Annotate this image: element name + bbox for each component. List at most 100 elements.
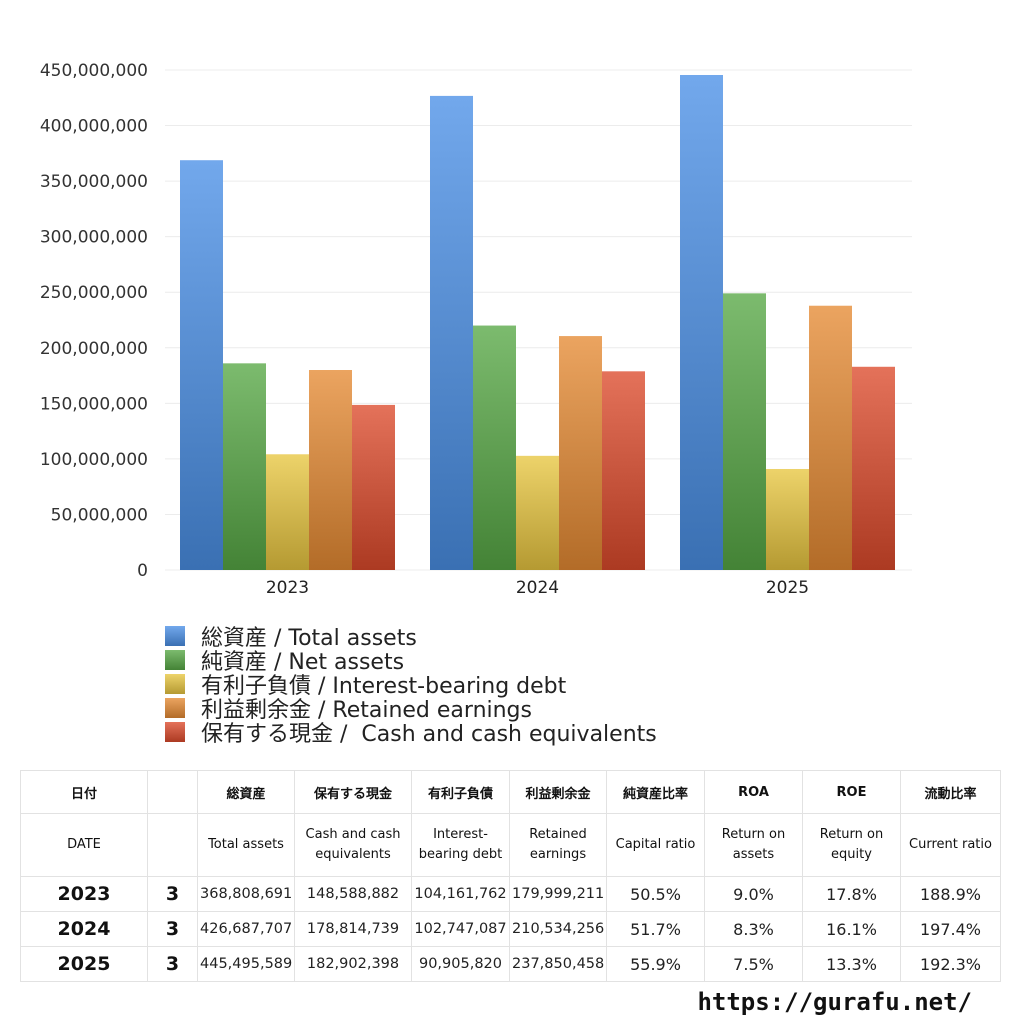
- bar: [473, 325, 516, 570]
- bars: [180, 75, 895, 571]
- table-header-en: DATE Total assets Cash and cash equivale…: [20, 813, 1001, 877]
- table-cell: 13.3%: [802, 946, 901, 982]
- y-tick-label: 450,000,000: [40, 61, 148, 81]
- header-cell: Retained earnings: [509, 813, 607, 877]
- bar: [516, 455, 559, 570]
- header-cell: Current ratio: [900, 813, 1001, 877]
- y-tick-label: 150,000,000: [40, 394, 148, 414]
- table-cell: 148,588,882: [294, 876, 412, 912]
- y-tick-label: 300,000,000: [40, 228, 148, 248]
- bar: [430, 95, 473, 570]
- header-cell: 利益剰余金: [509, 770, 607, 814]
- table-header-jp: 日付 総資産 保有する現金 有利子負債 利益剰余金 純資産比率 ROA ROE …: [20, 770, 1001, 814]
- x-tick-label: 2025: [766, 578, 809, 598]
- y-axis-ticks: 0 50,000,000 100,000,000 150,000,000 200,000…: [40, 61, 148, 581]
- header-cell: ROE: [802, 770, 901, 814]
- bar: [852, 366, 895, 570]
- legend-item: 保有する現金 / Cash and cash equivalents: [165, 720, 657, 747]
- table-cell: 3: [147, 876, 198, 912]
- y-tick-label: 50,000,000: [51, 505, 148, 525]
- y-tick-label: 400,000,000: [40, 117, 148, 137]
- table-cell: 210,534,256: [509, 911, 607, 947]
- table-row: 2025 3 445,495,589 182,902,398 90,905,82…: [20, 946, 1001, 982]
- table-cell: 445,495,589: [197, 946, 295, 982]
- header-cell: 総資産: [197, 770, 295, 814]
- table-cell: 8.3%: [704, 911, 803, 947]
- x-axis-ticks: 2023 2024 2025: [266, 578, 809, 598]
- table-cell: 17.8%: [802, 876, 901, 912]
- site-url: https://gurafu.net/: [697, 988, 972, 1016]
- legend: 総資産 / Total assets 純資産 / Net assets 有利子負…: [165, 624, 657, 747]
- table-cell: 179,999,211: [509, 876, 607, 912]
- table-cell: 2024: [20, 911, 148, 947]
- x-tick-label: 2023: [266, 578, 309, 598]
- header-cell: Cash and cash equivalents: [294, 813, 412, 877]
- legend-label: 保有する現金 / Cash and cash equivalents: [201, 722, 657, 747]
- header-cell: [147, 770, 198, 814]
- header-cell: [147, 813, 198, 877]
- table-cell: 2025: [20, 946, 148, 982]
- bar: [352, 404, 395, 570]
- header-cell: 日付: [20, 770, 148, 814]
- table-cell: 16.1%: [802, 911, 901, 947]
- table-cell: 7.5%: [704, 946, 803, 982]
- y-tick-label: 100,000,000: [40, 450, 148, 470]
- header-cell: 有利子負債: [411, 770, 510, 814]
- legend-item: 利益剰余金 / Retained earnings: [165, 696, 657, 723]
- table-cell: 182,902,398: [294, 946, 412, 982]
- table-cell: 368,808,691: [197, 876, 295, 912]
- header-cell: Return on equity: [802, 813, 901, 877]
- table-cell: 188.9%: [900, 876, 1001, 912]
- header-cell: ROA: [704, 770, 803, 814]
- header-cell: Capital ratio: [606, 813, 705, 877]
- financial-table: 日付 総資産 保有する現金 有利子負債 利益剰余金 純資産比率 ROA ROE …: [20, 770, 1001, 982]
- legend-swatch: [165, 674, 185, 694]
- legend-label: 利益剰余金 / Retained earnings: [201, 698, 532, 723]
- legend-swatch: [165, 626, 185, 646]
- table-row: 2023 3 368,808,691 148,588,882 104,161,7…: [20, 876, 1001, 912]
- bar: [223, 363, 266, 570]
- bar: [559, 336, 602, 570]
- table-cell: 3: [147, 911, 198, 947]
- bar: [766, 468, 809, 570]
- table-cell: 104,161,762: [411, 876, 510, 912]
- y-tick-label: 250,000,000: [40, 283, 148, 303]
- legend-item: 有利子負債 / Interest-bearing debt: [165, 672, 657, 699]
- header-cell: Total assets: [197, 813, 295, 877]
- table-cell: 55.9%: [606, 946, 705, 982]
- bar: [680, 75, 723, 571]
- legend-swatch: [165, 650, 185, 670]
- legend-swatch: [165, 722, 185, 742]
- table-cell: 237,850,458: [509, 946, 607, 982]
- header-cell: Interest-bearing debt: [411, 813, 510, 877]
- legend-item: 総資産 / Total assets: [165, 624, 657, 651]
- x-tick-label: 2024: [516, 578, 559, 598]
- bar: [809, 305, 852, 570]
- bar: [723, 293, 766, 570]
- header-cell: 流動比率: [900, 770, 1001, 814]
- bar-chart: 0 50,000,000 100,000,000 150,000,000 200,000…: [40, 61, 912, 598]
- table-cell: 178,814,739: [294, 911, 412, 947]
- table-cell: 50.5%: [606, 876, 705, 912]
- legend-label: 有利子負債 / Interest-bearing debt: [201, 674, 567, 699]
- table-cell: 9.0%: [704, 876, 803, 912]
- bar: [266, 454, 309, 570]
- legend-label: 純資産 / Net assets: [201, 650, 405, 675]
- y-tick-label: 200,000,000: [40, 339, 148, 359]
- header-cell: Return on assets: [704, 813, 803, 877]
- bar: [309, 370, 352, 570]
- legend-item: 純資産 / Net assets: [165, 648, 657, 675]
- table-cell: 2023: [20, 876, 148, 912]
- table-row: 2024 3 426,687,707 178,814,739 102,747,0…: [20, 911, 1001, 947]
- y-tick-label: 0: [137, 561, 148, 581]
- table-cell: 102,747,087: [411, 911, 510, 947]
- y-tick-label: 350,000,000: [40, 172, 148, 192]
- bar: [602, 371, 645, 570]
- table-cell: 51.7%: [606, 911, 705, 947]
- table-cell: 90,905,820: [411, 946, 510, 982]
- legend-swatch: [165, 698, 185, 718]
- bar: [180, 160, 223, 570]
- table-cell: 197.4%: [900, 911, 1001, 947]
- header-cell: 保有する現金: [294, 770, 412, 814]
- header-cell: DATE: [20, 813, 148, 877]
